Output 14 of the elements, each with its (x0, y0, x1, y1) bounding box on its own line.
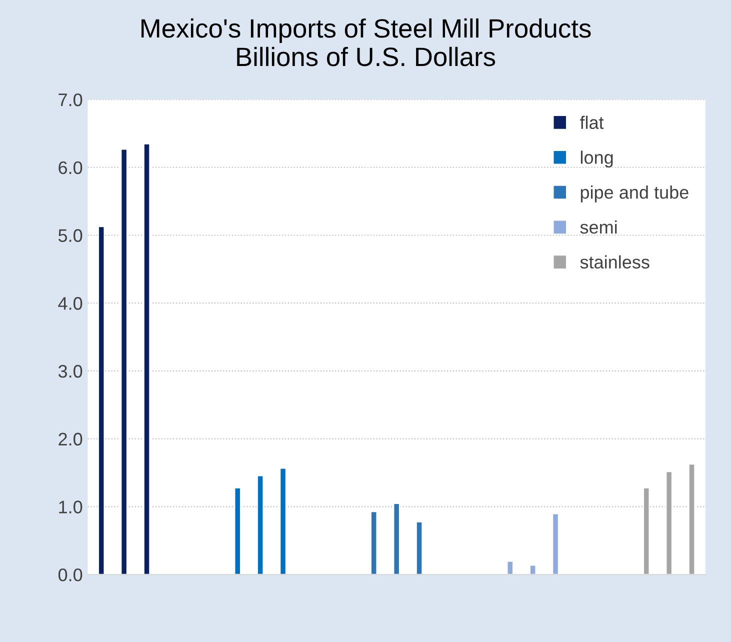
y-tick-label: 0.0 (58, 568, 82, 582)
y-tick-label: 4.0 (58, 297, 82, 310)
legend-label: pipe and tube (580, 186, 688, 202)
legend-label: flat (580, 116, 604, 130)
y-tick-label: 6.0 (58, 161, 82, 174)
legend-label: semi (580, 220, 617, 234)
chart-title: Mexico's Imports of Steel Mill Products Billions of U.S. Dollars (142, 18, 591, 66)
y-tick-label: 2.0 (58, 432, 82, 446)
y-tick-label: 3.0 (58, 364, 82, 378)
y-tick-label: 5.0 (58, 229, 82, 242)
legend-label: stainless (580, 255, 650, 269)
y-tick-label: 7.0 (58, 93, 82, 106)
legend-label: long (580, 150, 613, 168)
y-tick-label: 1.0 (59, 500, 82, 514)
